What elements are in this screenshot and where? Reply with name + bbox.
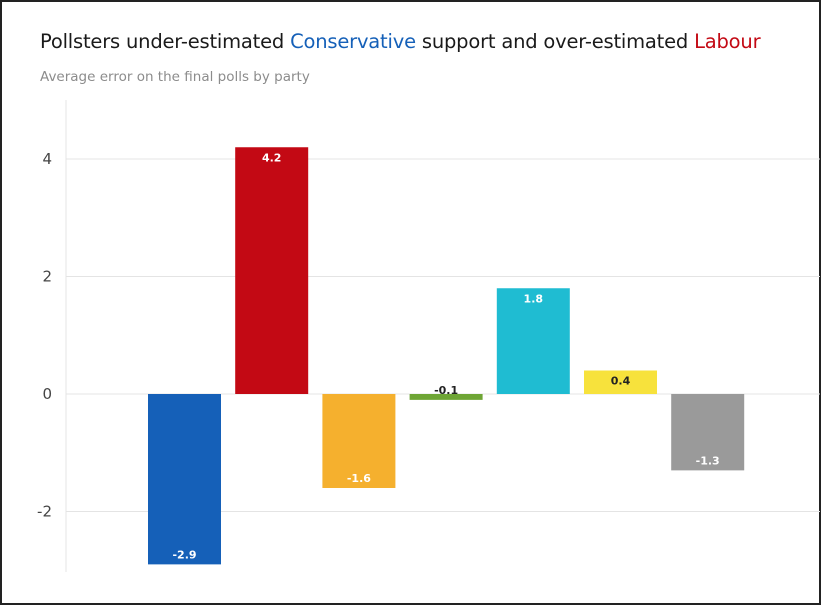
bar-value-label: 1.8 [524, 292, 544, 305]
y-tick-label: 4 [42, 150, 52, 168]
bar [235, 147, 309, 394]
bar [584, 370, 657, 394]
bar [148, 394, 221, 565]
bar [409, 394, 483, 400]
bar [496, 288, 570, 394]
y-tick-label: 0 [42, 385, 52, 403]
bar [322, 394, 396, 488]
bar-value-label: 0.4 [611, 375, 631, 388]
y-tick-label: -2 [37, 503, 52, 521]
chart-subtitle: Average error on the final polls by part… [40, 69, 310, 85]
bar-value-label: -2.9 [172, 548, 196, 561]
bar-value-label: -1.3 [696, 454, 720, 467]
bar-value-label: -1.6 [347, 472, 371, 485]
title-middle: support and over-estimated [415, 30, 695, 53]
bar-value-label: -0.1 [434, 384, 458, 397]
title-conservative: Conservative [290, 30, 416, 53]
chart-title: Pollsters under-estimated Conservative s… [40, 30, 761, 53]
title-labour: Labour [694, 30, 761, 53]
bar [671, 394, 745, 471]
bar-value-label: 4.2 [262, 151, 282, 164]
y-tick-label: 2 [42, 268, 52, 286]
title-prefix: Pollsters under-estimated [40, 30, 291, 53]
